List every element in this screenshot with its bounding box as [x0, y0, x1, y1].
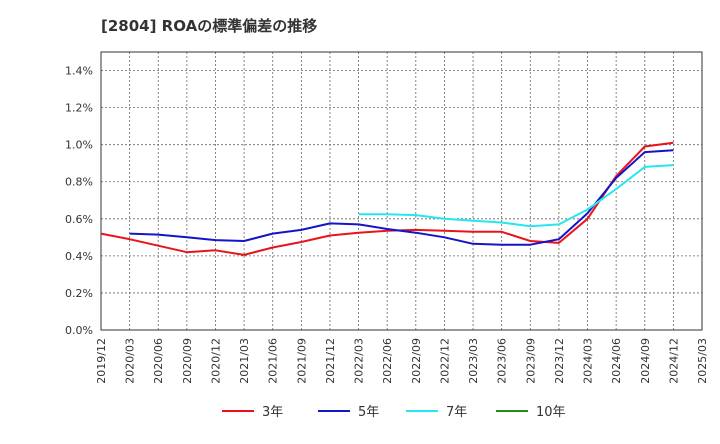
x-tick-label: 2020/03	[124, 338, 137, 384]
chart-title: [2804] ROAの標準偏差の推移	[101, 17, 318, 35]
x-tick-label: 2022/12	[438, 338, 451, 384]
x-tick-label: 2023/12	[553, 338, 566, 384]
y-tick-label: 0.0%	[65, 324, 93, 337]
x-tick-label: 2024/03	[582, 338, 595, 384]
y-tick-label: 1.0%	[65, 139, 93, 152]
y-tick-label: 0.4%	[65, 250, 93, 263]
y-tick-label: 0.2%	[65, 287, 93, 300]
x-tick-label: 2023/03	[467, 338, 480, 384]
x-tick-label: 2024/12	[667, 338, 680, 384]
axes	[100, 51, 703, 331]
x-tick-label: 2022/06	[381, 338, 394, 384]
x-tick-label: 2022/03	[353, 338, 366, 384]
x-tick-label: 2024/06	[610, 338, 623, 384]
x-tick-label: 2021/12	[324, 338, 337, 384]
x-tick-label: 2020/12	[209, 338, 222, 384]
series-lines	[100, 141, 674, 256]
x-tick-label: 2019/12	[95, 338, 108, 384]
y-tick-label: 1.4%	[65, 65, 93, 78]
legend: 3年 5年 7年 10年	[222, 405, 566, 420]
y-tick-label: 0.6%	[65, 213, 93, 226]
series-line	[100, 141, 674, 256]
x-tick-label: 2021/03	[238, 338, 251, 384]
series-line	[358, 164, 674, 228]
x-tick-label: 2023/06	[496, 338, 509, 384]
x-tick-label: 2024/09	[639, 338, 652, 384]
series-line	[129, 149, 674, 246]
x-tick-label: 2025/03	[696, 338, 709, 384]
x-tick-label: 2023/09	[524, 338, 537, 384]
legend-label: 5年	[358, 405, 379, 420]
plot-frame	[100, 51, 703, 331]
x-tick-label: 2020/06	[152, 338, 165, 384]
x-tick-label: 2022/09	[410, 338, 423, 384]
grid-lines	[100, 52, 703, 331]
y-tick-labels: 0.0% 0.2% 0.4% 0.6% 0.8% 1.0% 1.2% 1.4%	[65, 65, 93, 337]
x-tick-label: 2021/09	[295, 338, 308, 384]
x-tick-label: 2020/09	[181, 338, 194, 384]
x-tick-labels: 2019/12 2020/03 2020/06 2020/09 2020/12 2021/…	[95, 338, 709, 384]
y-tick-label: 1.2%	[65, 102, 93, 115]
legend-label: 10年	[536, 405, 566, 420]
y-tick-label: 0.8%	[65, 176, 93, 189]
legend-label: 7年	[446, 405, 467, 420]
x-tick-label: 2021/06	[267, 338, 280, 384]
legend-label: 3年	[262, 405, 283, 420]
